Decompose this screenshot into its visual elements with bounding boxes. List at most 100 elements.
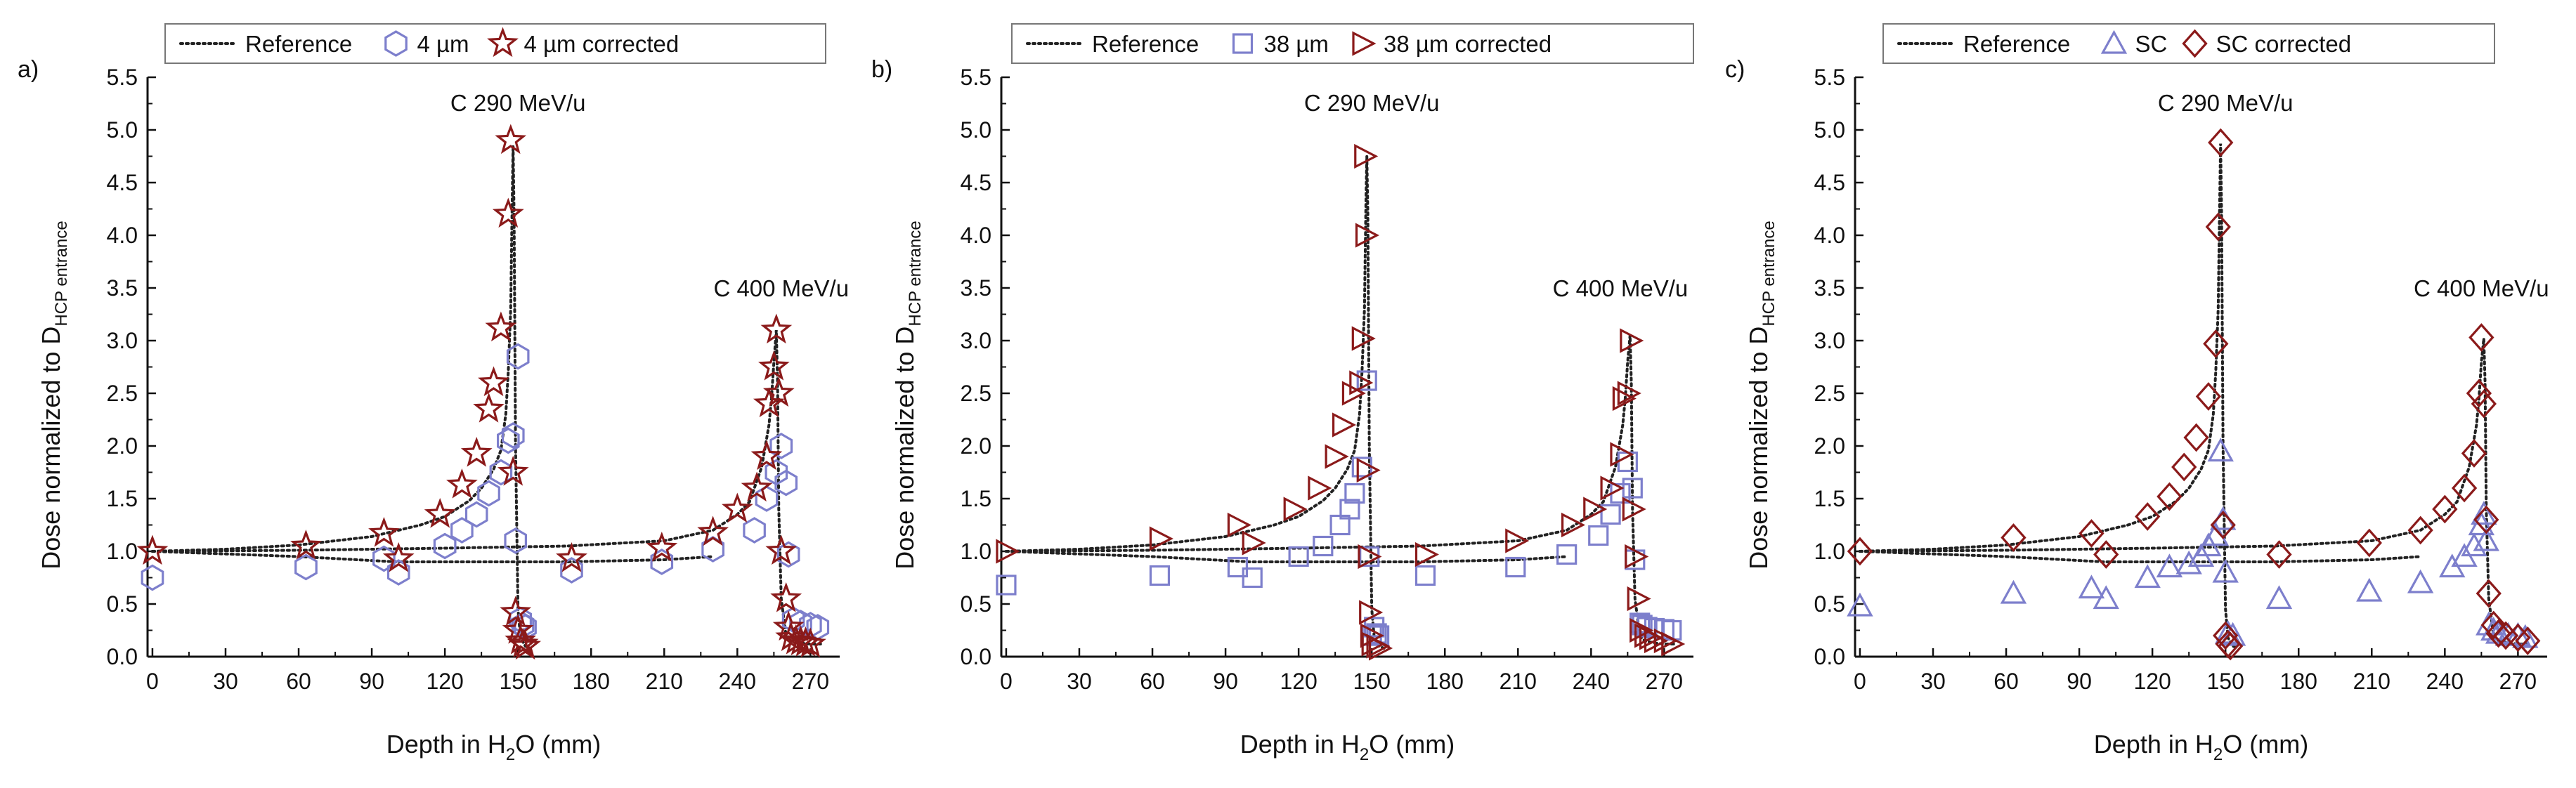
data-point — [445, 468, 478, 499]
legend-label: 4 µm — [417, 31, 469, 57]
x-tick-label: 270 — [1646, 669, 1683, 694]
data-point — [473, 392, 505, 423]
data-point — [760, 313, 793, 344]
data-point — [1149, 526, 1173, 551]
legend-marker — [487, 27, 519, 58]
data-point — [996, 539, 1020, 564]
data-point — [1355, 223, 1379, 248]
x-axis-label-main: Depth in H — [1240, 730, 1360, 759]
data-point — [701, 536, 725, 563]
y-tick-label: 2.5 — [1814, 381, 1845, 406]
data-point — [496, 427, 520, 454]
beam-annotation: C 290 MeV/u — [1304, 90, 1440, 116]
data-point — [722, 492, 753, 523]
x-axis-label-tail: O (mm) — [1369, 730, 1455, 759]
panel-label: b) — [871, 56, 892, 83]
y-tick-label: 5.0 — [107, 117, 138, 143]
data-point — [1368, 636, 1393, 661]
data-point — [141, 564, 164, 591]
data-point — [1583, 497, 1608, 522]
legend-label: SC corrected — [2216, 31, 2352, 57]
reference-line — [1858, 550, 2422, 563]
data-point — [1360, 623, 1384, 648]
data-point — [2356, 528, 2382, 558]
y-tick-label: 0.5 — [107, 591, 138, 617]
data-point — [755, 485, 779, 512]
legend-marker — [384, 30, 408, 57]
y-tick-label: 4.5 — [107, 170, 138, 195]
data-point — [478, 366, 509, 397]
data-point — [2466, 379, 2492, 408]
y-tick-label: 3.5 — [1814, 275, 1845, 301]
data-point — [1325, 444, 1349, 469]
y-tick-label: 2.5 — [961, 381, 991, 406]
data-point — [2156, 553, 2183, 578]
data-point — [1561, 512, 1586, 538]
series-triangle-right — [996, 143, 1686, 661]
data-point — [1359, 600, 1384, 625]
data-point — [1356, 370, 1377, 391]
x-tick-label: 270 — [2499, 669, 2537, 694]
data-point — [1358, 544, 1382, 570]
data-point — [2473, 527, 2500, 551]
y-tick-label: 4.5 — [961, 170, 991, 195]
x-tick-label: 90 — [1213, 669, 1238, 694]
legend-label: Reference — [1963, 31, 2070, 57]
data-point — [2001, 523, 2027, 552]
data-point — [1627, 586, 1651, 612]
data-point — [433, 532, 457, 560]
data-point — [2356, 577, 2383, 602]
y-tick-label: 2.5 — [107, 381, 138, 406]
data-point — [769, 433, 793, 459]
y-axis-label-sub: HCP entrance — [52, 221, 71, 326]
data-point — [1227, 512, 1251, 538]
data-point — [750, 440, 783, 471]
data-point — [2000, 579, 2027, 604]
data-point — [776, 541, 800, 568]
y-tick-label: 0.0 — [1814, 644, 1845, 669]
y-tick-label: 3.0 — [961, 328, 991, 353]
legend-marker — [2100, 29, 2128, 54]
data-point — [2515, 626, 2541, 655]
data-point — [1354, 143, 1379, 169]
y-axis-label-main: Dose normalized to D — [890, 327, 919, 570]
data-point — [497, 455, 529, 486]
data-point — [2461, 532, 2487, 557]
data-point — [646, 531, 678, 562]
data-point — [386, 559, 410, 586]
y-tick-label: 0.0 — [107, 644, 138, 669]
data-point — [2205, 212, 2231, 242]
data-point — [650, 549, 674, 575]
reference-line — [150, 550, 715, 563]
data-point — [2207, 438, 2234, 462]
data-point — [1505, 528, 1530, 553]
data-point — [2407, 516, 2433, 545]
data-point — [509, 629, 542, 660]
data-point — [501, 422, 525, 449]
legend-label: Reference — [245, 31, 352, 57]
data-point — [372, 545, 396, 572]
data-point — [1356, 457, 1381, 483]
data-point — [2175, 550, 2202, 574]
y-axis-label: Dose normalized to DHCP entrance — [37, 221, 71, 569]
data-point — [1288, 546, 1309, 567]
x-tick-label: 60 — [286, 669, 311, 694]
data-point — [2093, 585, 2119, 610]
data-point — [1556, 544, 1578, 565]
y-tick-label: 2.0 — [961, 433, 991, 459]
data-point — [290, 529, 322, 560]
data-point — [504, 527, 528, 554]
x-axis-label: Depth in H2O (mm) — [386, 730, 601, 764]
data-point — [1600, 504, 1621, 525]
data-point — [1339, 499, 1360, 520]
panel-label: c) — [1725, 56, 1745, 83]
legend-box — [1882, 23, 2495, 64]
data-point — [492, 197, 524, 228]
data-point — [1612, 386, 1637, 412]
chart-panel-3: c) 0.0 0.5 1.0 1.5 2.0 2.5 3.0 3.5 4.0 4.5 5.0 5.5 0 3… — [1725, 23, 2549, 764]
legend-label: SC — [2135, 31, 2168, 57]
x-tick-label: 150 — [1353, 669, 1390, 694]
data-point — [1661, 631, 1686, 657]
data-point — [762, 376, 795, 407]
reference-line — [1004, 550, 1568, 563]
